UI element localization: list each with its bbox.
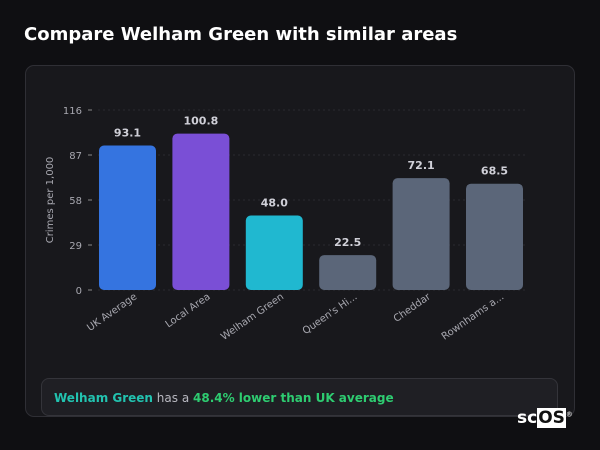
- data-label: 22.5: [334, 236, 361, 249]
- x-tick-label: Rownhams a...: [440, 291, 506, 342]
- y-tick-label: 87: [69, 151, 82, 162]
- y-tick-label: 29: [69, 241, 82, 252]
- scos-logo: scOS®: [517, 408, 573, 428]
- data-label: 48.0: [261, 197, 288, 210]
- bar: [392, 178, 450, 290]
- bar: [319, 255, 377, 290]
- x-tick-label: Queen's Hi...: [301, 291, 360, 337]
- y-tick-label: 58: [69, 196, 82, 207]
- x-tick-label: UK Average: [85, 291, 139, 333]
- summary-middle: has a: [152, 391, 193, 405]
- summary-comparison: 48.4% lower than UK average: [193, 391, 394, 405]
- bar: [172, 133, 230, 290]
- bar: [466, 183, 523, 290]
- x-tick-label: Welham Green: [219, 291, 286, 342]
- y-axis-label: Crimes per 1,000: [45, 157, 56, 244]
- x-tick-label: Cheddar: [392, 291, 434, 325]
- summary-area: Welham Green: [54, 391, 153, 405]
- x-tick-label: Local Area: [164, 291, 213, 330]
- data-label: 93.1: [114, 127, 141, 140]
- page-title: Compare Welham Green with similar areas: [24, 24, 458, 45]
- data-label: 72.1: [408, 159, 435, 172]
- bar: [99, 145, 156, 290]
- data-label: 68.5: [481, 165, 508, 178]
- y-tick-label: 0: [76, 286, 82, 297]
- data-label: 100.8: [184, 115, 219, 128]
- y-tick-label: 116: [63, 106, 82, 117]
- summary-box: Welham Green has a 48.4% lower than UK a…: [41, 378, 558, 416]
- bar: [245, 215, 303, 290]
